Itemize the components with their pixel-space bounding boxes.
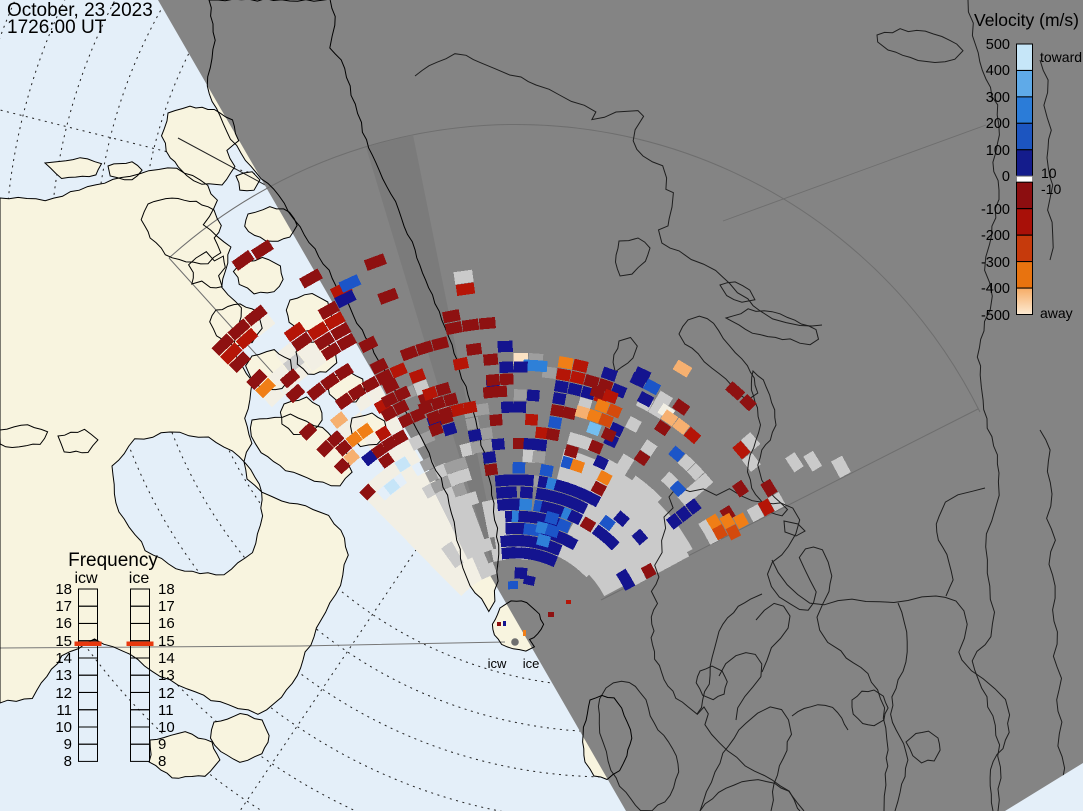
svg-text:9: 9 [64, 736, 72, 753]
svg-text:100: 100 [986, 143, 1010, 159]
svg-text:17: 17 [55, 598, 72, 615]
svg-text:15: 15 [158, 633, 175, 650]
svg-text:400: 400 [986, 63, 1010, 79]
svg-text:13: 13 [55, 667, 72, 684]
svg-text:ice: ice [129, 570, 150, 587]
svg-text:8: 8 [64, 753, 72, 770]
svg-text:away: away [1040, 305, 1073, 321]
svg-text:10: 10 [1041, 165, 1057, 181]
svg-text:10: 10 [55, 719, 72, 736]
svg-text:17: 17 [158, 598, 175, 615]
svg-text:18: 18 [55, 581, 72, 598]
svg-text:10: 10 [158, 719, 175, 736]
svg-text:Frequency: Frequency [68, 550, 158, 571]
svg-text:200: 200 [986, 116, 1010, 132]
svg-text:icw: icw [74, 570, 98, 587]
svg-text:-300: -300 [981, 255, 1010, 271]
svg-text:October, 23 2023: October, 23 2023 [7, 0, 153, 21]
svg-text:Velocity (m/s): Velocity (m/s) [974, 10, 1079, 30]
svg-text:12: 12 [158, 685, 175, 702]
svg-text:15: 15 [55, 633, 72, 650]
svg-text:300: 300 [986, 90, 1010, 106]
svg-text:-10: -10 [1041, 181, 1061, 197]
svg-text:14: 14 [158, 650, 175, 667]
svg-text:1726:00 UT: 1726:00 UT [7, 17, 107, 38]
svg-text:8: 8 [158, 753, 166, 770]
svg-text:0: 0 [1002, 169, 1010, 185]
svg-text:16: 16 [158, 615, 175, 632]
svg-text:icw: icw [488, 656, 507, 671]
svg-text:9: 9 [158, 736, 166, 753]
svg-text:11: 11 [56, 702, 72, 719]
svg-text:14: 14 [55, 650, 72, 667]
svg-text:13: 13 [158, 667, 175, 684]
svg-text:16: 16 [55, 615, 72, 632]
svg-text:500: 500 [986, 37, 1010, 53]
svg-text:11: 11 [158, 702, 174, 719]
svg-text:toward: toward [1040, 49, 1082, 65]
svg-text:18: 18 [158, 581, 175, 598]
svg-text:ice: ice [523, 656, 540, 671]
svg-text:-200: -200 [981, 228, 1010, 244]
svg-text:-100: -100 [981, 202, 1010, 218]
svg-text:-500: -500 [981, 308, 1010, 324]
svg-text:12: 12 [55, 685, 72, 702]
svg-text:-400: -400 [981, 281, 1010, 297]
